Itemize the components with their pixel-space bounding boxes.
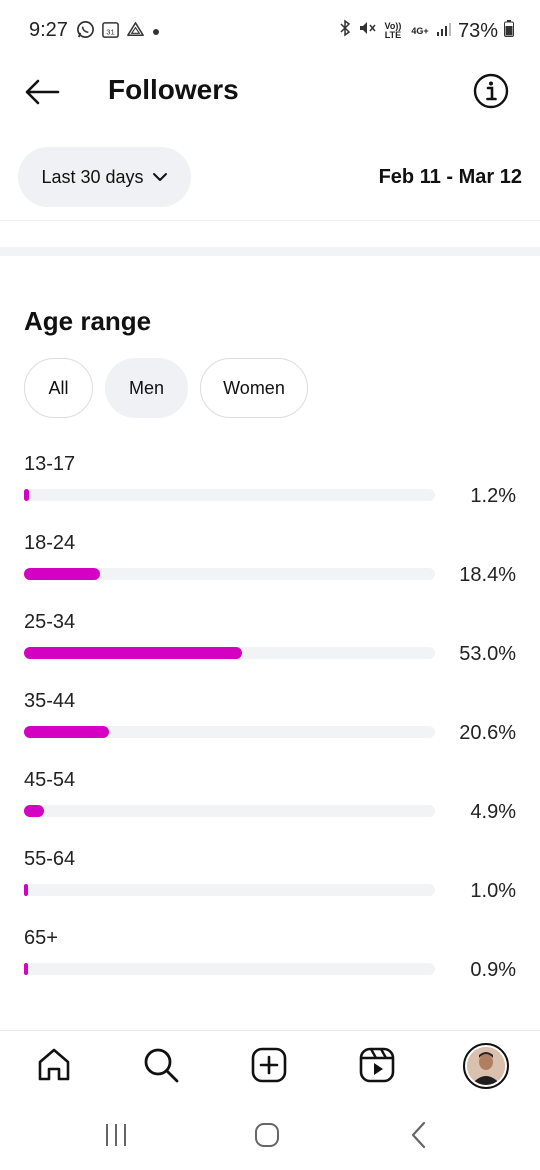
signal-icon (436, 20, 452, 43)
age-bar-track (24, 963, 435, 975)
age-row-65-plus: 65+ 0.9% (24, 926, 524, 1005)
volte-indicator: Vo)) LTE (384, 21, 402, 40)
battery-icon (504, 19, 514, 43)
status-time: 9:27 (29, 19, 68, 41)
top-app-bar: Followers (0, 62, 540, 122)
nav-create-button[interactable] (249, 1045, 289, 1085)
nav-home-button[interactable] (34, 1045, 74, 1085)
age-bar-fill (24, 489, 29, 501)
age-range-label: 55-64 (24, 848, 76, 870)
age-bar-fill (24, 805, 45, 817)
recents-button[interactable] (100, 1119, 132, 1151)
page-title: Followers (108, 74, 239, 105)
age-percent: 18.4% (459, 564, 516, 586)
age-percent: 1.2% (470, 485, 516, 507)
age-bar-fill (24, 568, 100, 580)
age-row-55-64: 55-64 1.0% (24, 847, 524, 926)
calendar-icon: 31 (101, 20, 120, 39)
segment-women[interactable]: Women (200, 358, 308, 418)
age-bar-track (24, 647, 435, 659)
age-range-label: 18-24 (24, 532, 76, 554)
segment-all[interactable]: All (24, 358, 93, 418)
age-range-label: 65+ (24, 927, 58, 949)
search-icon (144, 1048, 179, 1083)
avatar (467, 1047, 505, 1085)
nav-reels-button[interactable] (357, 1045, 397, 1085)
age-bar-track (24, 805, 435, 817)
age-row-45-54: 45-54 4.9% (24, 768, 524, 847)
age-range-title: Age range (24, 306, 152, 336)
network-gen-indicator: 4G+ (411, 25, 429, 36)
nav-profile-avatar[interactable] (463, 1043, 509, 1089)
battery-percent: 73% (457, 19, 498, 42)
info-button[interactable] (473, 73, 509, 109)
section-separator (0, 247, 540, 256)
age-bar-fill (24, 726, 109, 738)
age-bar-fill (24, 647, 242, 659)
age-bar-track (24, 489, 435, 501)
chevron-down-icon (152, 173, 167, 181)
status-system-icons: Vo)) LTE 4G+ 73% (338, 19, 514, 43)
bottom-nav-divider (0, 1030, 540, 1031)
age-range-label: 45-54 (24, 769, 76, 791)
age-percent: 4.9% (470, 801, 516, 823)
age-percent: 0.9% (470, 959, 516, 981)
age-bar-track (24, 884, 435, 896)
age-range-label: 13-17 (24, 453, 76, 475)
age-row-13-17: 13-17 1.2% (24, 452, 524, 531)
age-percent: 1.0% (470, 880, 516, 902)
info-icon (473, 73, 509, 109)
home-icon (38, 1048, 70, 1081)
age-row-35-44: 35-44 20.6% (24, 689, 524, 768)
status-bar: 9:27 31 Vo)) LTE 4G+ 73% (0, 0, 540, 62)
age-range-label: 25-34 (24, 611, 76, 633)
age-bar-track (24, 568, 435, 580)
age-distribution-list: 13-17 1.2% 18-24 18.4% 25-34 53.0% 35-44… (24, 452, 524, 1005)
age-percent: 53.0% (459, 643, 516, 665)
divider (0, 220, 540, 221)
status-more-dot (153, 29, 159, 35)
date-range-text: Feb 11 - Mar 12 (378, 166, 522, 188)
age-percent: 20.6% (459, 722, 516, 744)
age-row-18-24: 18-24 18.4% (24, 531, 524, 610)
recents-icon (106, 1124, 126, 1146)
home-circle-icon (255, 1123, 279, 1147)
gender-segment-control: All Men Women (24, 358, 308, 418)
age-range-label: 35-44 (24, 690, 76, 712)
drive-icon (126, 20, 145, 39)
age-bar-fill (24, 963, 28, 975)
back-button[interactable] (22, 76, 62, 108)
nav-search-button[interactable] (141, 1045, 181, 1085)
time-range-dropdown[interactable]: Last 30 days (18, 147, 191, 207)
system-navigation (0, 1101, 540, 1170)
mute-icon (358, 19, 376, 43)
segment-men[interactable]: Men (105, 358, 188, 418)
back-arrow-icon (25, 79, 60, 105)
age-bar-fill (24, 884, 29, 896)
bottom-navigation (0, 1031, 540, 1101)
filter-row: Last 30 days Feb 11 - Mar 12 (0, 147, 540, 207)
whatsapp-icon (76, 20, 95, 39)
bluetooth-icon (338, 19, 352, 43)
home-system-button[interactable] (251, 1119, 283, 1151)
svg-text:31: 31 (106, 27, 114, 36)
time-range-label: Last 30 days (41, 166, 144, 187)
status-notification-icons: 31 (76, 20, 145, 39)
age-row-25-34: 25-34 53.0% (24, 610, 524, 689)
reels-icon (359, 1047, 395, 1083)
age-bar-track (24, 726, 435, 738)
back-system-button[interactable] (403, 1119, 435, 1151)
back-chevron-icon (411, 1121, 426, 1149)
create-icon (251, 1047, 287, 1083)
